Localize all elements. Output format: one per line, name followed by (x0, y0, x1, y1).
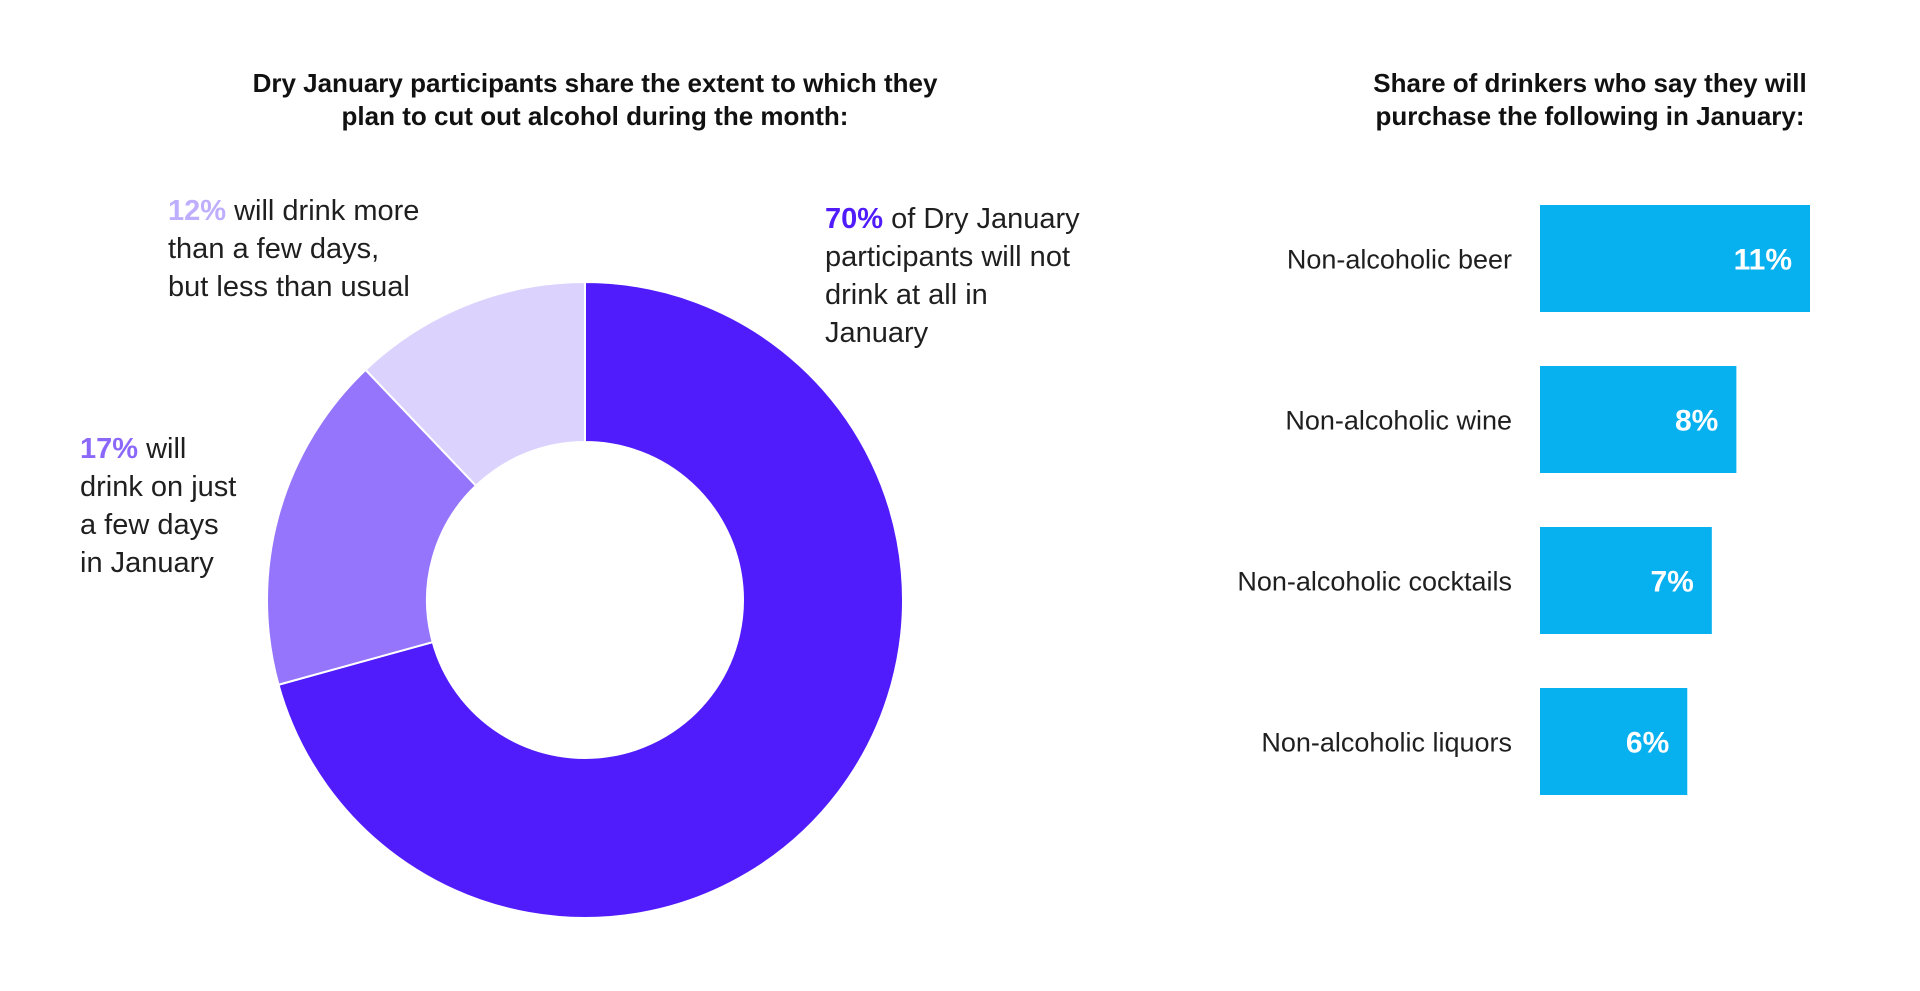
annotation-70-line-2: participants will not (825, 241, 1070, 273)
bar-value-label: 7% (1650, 566, 1693, 599)
annotation-12-line-1: 12% will drink more (168, 192, 488, 230)
bar (1540, 205, 1810, 312)
donut-title-line-1: Dry January participants share the exten… (252, 68, 938, 98)
bar-value-label: 11% (1734, 244, 1792, 277)
annotation-12: 12% will drink more than a few days, but… (168, 192, 488, 306)
donut-chart-title: Dry January participants share the exten… (215, 67, 975, 133)
annotation-17-pct: 17% (80, 433, 139, 465)
bar-category-label: Non-alcoholic cocktails (1237, 567, 1512, 597)
annotation-17-line-4: in January (80, 547, 214, 579)
annotation-17: 17% will drink on just a few days in Jan… (80, 430, 300, 582)
bar-chart: Non-alcoholic beer 11% Non-alcoholic wine 8… (1237, 205, 1810, 795)
bar-category-label: Non-alcoholic liquors (1261, 728, 1512, 758)
annotation-70-line-4: January (825, 317, 929, 349)
donut-chart (266, 280, 904, 919)
annotation-17-line-1: 17% will (80, 430, 300, 468)
donut-title-line-2: plan to cut out alcohol during the month… (341, 101, 849, 131)
bar-category-label: Non-alcoholic beer (1287, 245, 1512, 275)
annotation-17-line-3: a few days (80, 509, 219, 541)
annotation-70-pct: 70% (825, 203, 884, 235)
annotation-17-line-2: drink on just (80, 471, 237, 503)
donut-slice-12 (364, 280, 586, 488)
annotation-70-line-1: 70% of Dry January (825, 200, 1125, 238)
annotation-12-line-3: but less than usual (168, 271, 410, 303)
annotation-12-line-2: than a few days, (168, 233, 380, 265)
bar-category-label: Non-alcoholic wine (1285, 406, 1512, 436)
annotation-12-pct: 12% (168, 195, 227, 227)
bar-chart-title: Share of drinkers who say they will purc… (1330, 67, 1850, 133)
bar-value-label: 8% (1675, 405, 1718, 438)
annotation-70-text: of Dry January (883, 203, 1080, 235)
bar (1540, 527, 1712, 634)
annotation-17-text: will (138, 433, 187, 465)
bar-title-line-1: Share of drinkers who say they will (1373, 68, 1807, 98)
annotation-70-line-3: drink at all in (825, 279, 988, 311)
bar-value-label: 6% (1626, 727, 1669, 760)
bar (1540, 688, 1688, 795)
annotation-70: 70% of Dry January participants will not… (825, 200, 1125, 352)
annotation-12-text: will drink more (226, 195, 420, 227)
bar-title-line-2: purchase the following in January: (1375, 101, 1805, 131)
donut-slice-70 (277, 280, 904, 919)
bar (1540, 366, 1737, 473)
donut-slice-17 (266, 368, 478, 686)
